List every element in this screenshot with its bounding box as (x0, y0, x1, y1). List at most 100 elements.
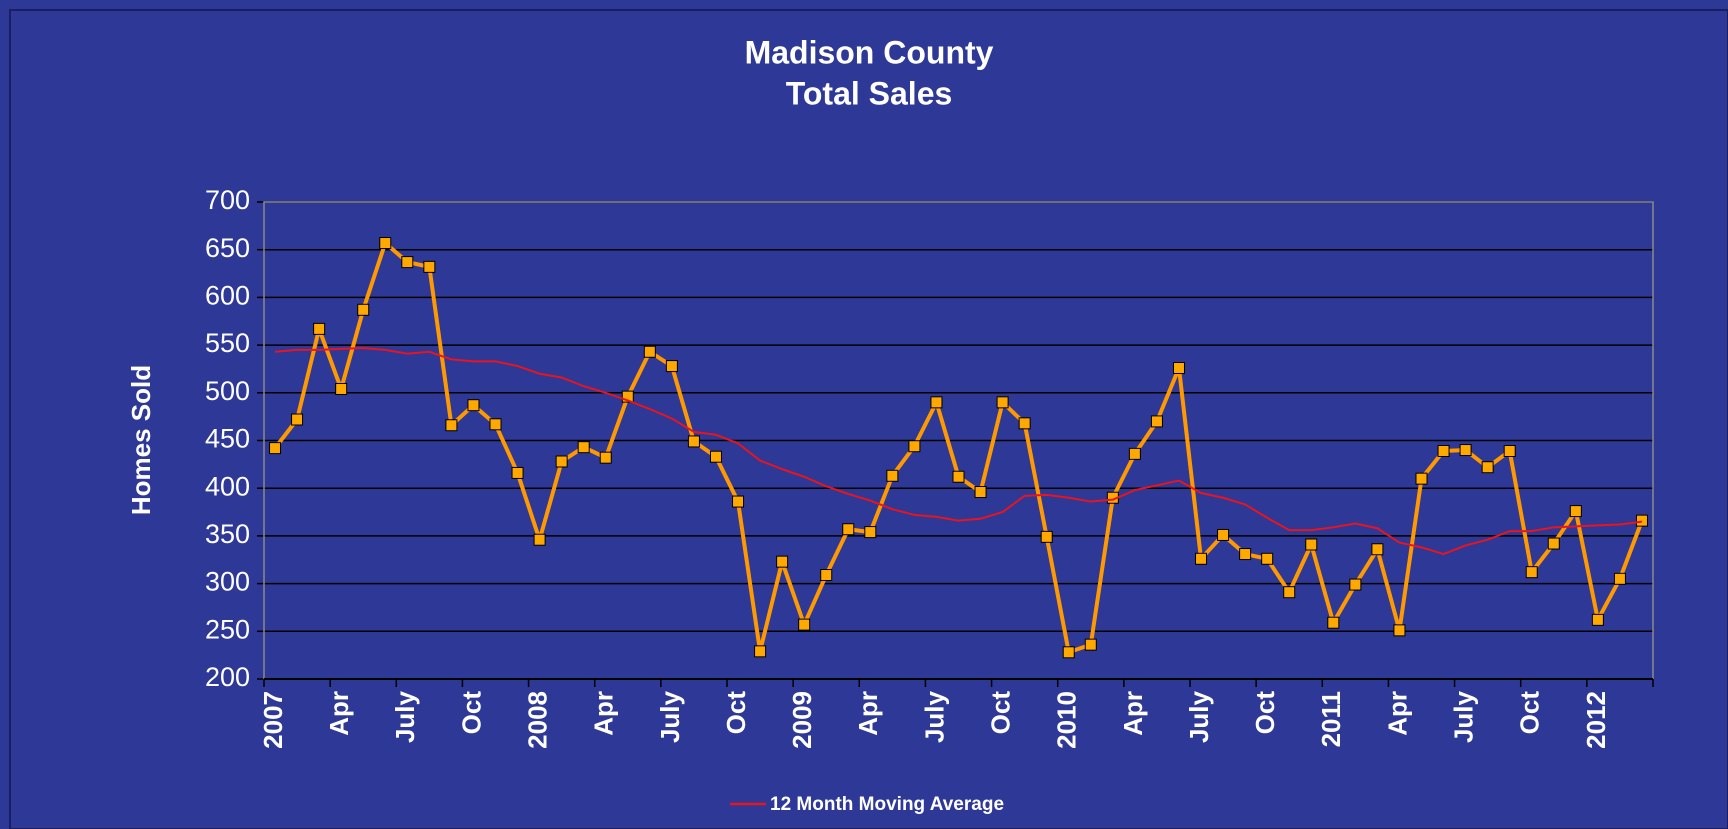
y-tick-label: 700 (205, 185, 250, 215)
x-tick-label: Apr (853, 691, 883, 736)
data-point (1547, 537, 1560, 550)
data-point (1305, 538, 1318, 551)
y-tick-label: 250 (205, 614, 250, 644)
data-point (1349, 578, 1362, 591)
data-point (1018, 417, 1031, 430)
data-point (754, 645, 767, 658)
data-point (1459, 444, 1472, 457)
data-point (1591, 613, 1604, 626)
data-point (996, 396, 1009, 409)
data-point (357, 303, 370, 316)
x-tick-label: July (1184, 690, 1214, 743)
data-point (864, 526, 877, 539)
data-point (269, 442, 282, 455)
data-point (842, 523, 855, 536)
data-point (1613, 572, 1626, 585)
x-tick-label: 2012 (1581, 691, 1611, 749)
data-point (643, 345, 656, 358)
y-tick-label: 200 (205, 662, 250, 692)
data-point (1371, 543, 1384, 556)
x-tick-label: July (1448, 690, 1478, 743)
data-point (313, 322, 326, 335)
data-point (1217, 528, 1230, 541)
y-tick-label: 450 (205, 424, 250, 454)
data-point (1327, 616, 1340, 629)
data-point (776, 555, 789, 568)
y-tick-label: 650 (205, 233, 250, 263)
data-point (511, 466, 524, 479)
data-point (952, 470, 965, 483)
data-point (886, 469, 899, 482)
data-point (1150, 415, 1163, 428)
data-point (401, 256, 414, 269)
chart-border (9, 9, 1728, 829)
data-point (930, 396, 943, 409)
data-point (1635, 514, 1648, 527)
x-tick-label: 2008 (522, 691, 552, 749)
data-point (1393, 624, 1406, 637)
data-point (1128, 447, 1141, 460)
data-point (709, 450, 722, 463)
data-point (335, 382, 348, 395)
x-tick-label: Oct (456, 691, 486, 735)
y-tick-label: 550 (205, 328, 250, 358)
data-point (1084, 638, 1097, 651)
chart-title: Madison County (745, 34, 994, 70)
data-point (665, 360, 678, 373)
data-point (732, 495, 745, 508)
data-point (1481, 461, 1494, 474)
x-tick-label: July (390, 690, 420, 743)
y-tick-label: 400 (205, 471, 250, 501)
x-tick-label: Apr (1382, 691, 1412, 736)
data-point (577, 441, 590, 454)
x-tick-label: Oct (985, 691, 1015, 735)
data-point (1261, 552, 1274, 565)
y-tick-label: 600 (205, 281, 250, 311)
x-tick-label: July (655, 690, 685, 743)
x-tick-label: Oct (1515, 691, 1545, 735)
data-point (555, 455, 568, 468)
data-point (1525, 566, 1538, 579)
data-point (1239, 548, 1252, 561)
data-point (1283, 586, 1296, 599)
data-point (1172, 361, 1185, 374)
data-point (974, 486, 987, 499)
data-point (798, 618, 811, 631)
data-point (1569, 505, 1582, 518)
y-tick-label: 500 (205, 376, 250, 406)
x-tick-label: 2007 (258, 691, 288, 749)
x-tick-label: 2011 (1316, 691, 1346, 747)
y-tick-label: 350 (205, 519, 250, 549)
x-tick-label: July (919, 690, 949, 743)
x-tick-label: 2010 (1052, 691, 1082, 749)
data-point (1040, 530, 1053, 543)
data-point (908, 440, 921, 453)
x-tick-label: Apr (1118, 691, 1148, 736)
data-point (1437, 444, 1450, 457)
x-tick-label: 2009 (787, 691, 817, 749)
data-point (1503, 444, 1516, 457)
data-point (1062, 646, 1075, 659)
data-point (1415, 472, 1428, 485)
y-tick-label: 300 (205, 567, 250, 597)
chart-subtitle: Total Sales (786, 75, 953, 111)
x-tick-label: Oct (1250, 691, 1280, 735)
data-point (1195, 552, 1208, 565)
data-point (489, 418, 502, 431)
data-point (291, 413, 304, 426)
x-tick-label: Oct (721, 691, 751, 735)
x-tick-label: Apr (589, 691, 619, 736)
data-point (423, 260, 436, 273)
data-point (687, 435, 700, 448)
data-point (379, 237, 392, 250)
data-point (621, 390, 634, 403)
data-point (533, 533, 546, 546)
series-line (274, 346, 1643, 556)
y-axis-label: Homes Sold (126, 365, 156, 515)
x-tick-label: Apr (324, 691, 354, 736)
data-point (599, 451, 612, 464)
data-point (467, 399, 480, 412)
data-point (445, 419, 458, 432)
